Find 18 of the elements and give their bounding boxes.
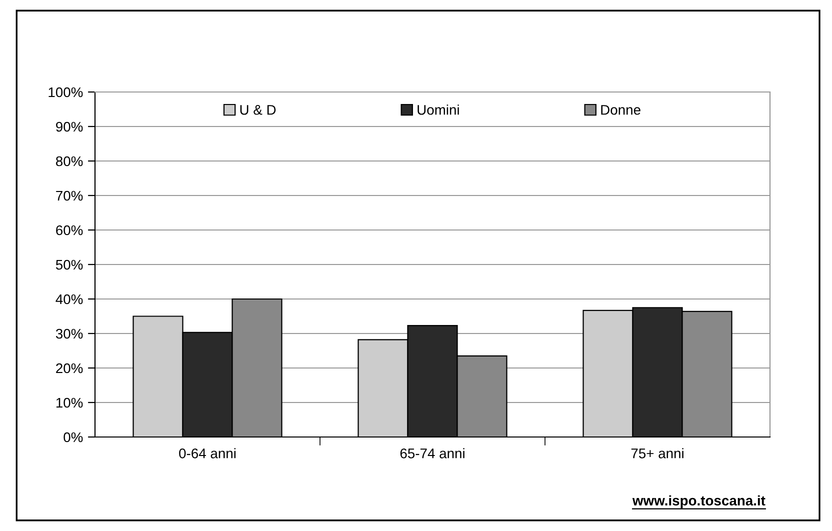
y-tick-label: 70% [56,190,83,201]
y-tick-label: 0% [64,432,83,442]
legend-label: U & D [240,105,276,115]
x-tick-label: 0-64 anni [179,448,236,458]
legend-label: Donne [601,105,640,115]
y-tick-label: 10% [56,398,83,408]
y-tick-label: 60% [56,225,83,236]
y-tick-label: 90% [56,122,83,132]
y-tick-label: 50% [56,260,83,270]
y-tick-label: 80% [56,156,83,166]
x-tick-label: 75+ anni [631,448,684,458]
x-tick-label: 65-74 anni [400,448,464,458]
text: www.ispo.toscana.it [632,495,766,508]
legend-label: Uomini [418,104,459,115]
y-tick-label: 30% [56,328,83,339]
y-tick-label: 100% [48,87,83,98]
y-tick-label: 20% [56,363,83,374]
y-tick-label: 40% [56,294,83,304]
